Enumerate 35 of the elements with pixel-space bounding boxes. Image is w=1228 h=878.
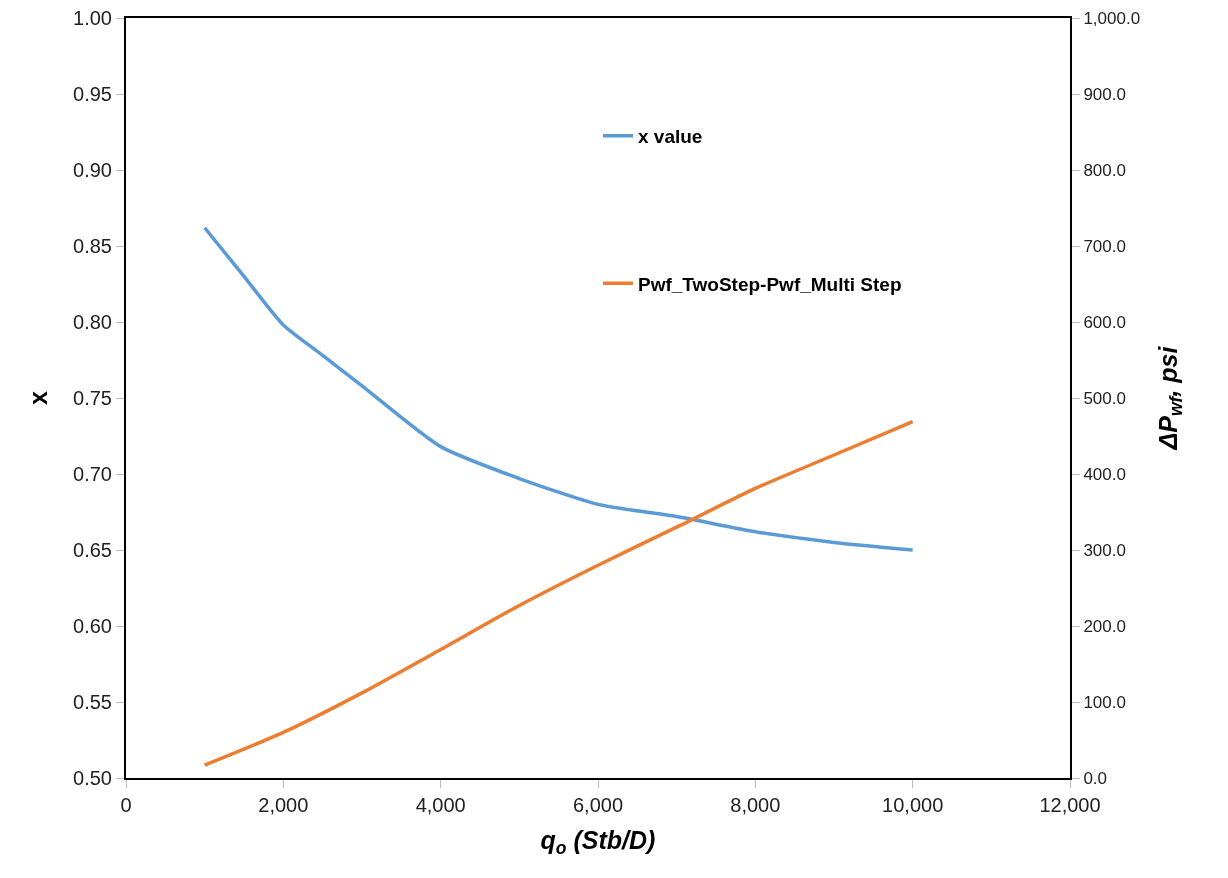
y-tick-label: 0.65	[73, 539, 112, 561]
y-tick-label: 0.85	[73, 235, 112, 257]
y2-tick-label: 100.0	[1083, 692, 1126, 712]
line-series	[202, 419, 915, 767]
x-tick-label: 4,000	[415, 794, 466, 816]
x-axis-title: q$_{o}$ (Stb/D)	[540, 825, 656, 858]
y-axis-title: x	[24, 390, 53, 405]
y-tick-label: 0.75	[73, 387, 112, 409]
x-tick-label: 10,000	[882, 794, 944, 816]
x-tick-label: 6,000	[572, 794, 624, 816]
y-tick-label: 0.90	[73, 159, 112, 181]
x-tick-label: 0	[120, 794, 132, 816]
y2-tick-label: 400.0	[1083, 464, 1126, 484]
y-tick-label: 0.95	[73, 83, 112, 105]
y2-tick-label: 800.0	[1083, 160, 1126, 180]
line-series	[202, 226, 915, 552]
y-tick-label: 0.60	[73, 615, 112, 637]
y-tick-label: 0.70	[73, 463, 112, 485]
y2-tick-label: 600.0	[1083, 312, 1126, 332]
y-tick-label: 0.50	[73, 767, 112, 789]
y2-tick-label: 300.0	[1083, 540, 1126, 560]
y-tick-label: 0.55	[73, 691, 112, 713]
y2-tick-label: 1,000.0	[1083, 8, 1141, 28]
x-tick-label: 2,000	[258, 794, 309, 816]
y-tick-label: 1.00	[73, 7, 112, 29]
y2-tick-label: 900.0	[1083, 84, 1126, 104]
x-tick-label: 8,000	[730, 794, 781, 816]
y2-tick-label: 500.0	[1083, 388, 1126, 408]
y2-tick-label: 0.0	[1083, 768, 1108, 788]
legend-label: x value	[638, 126, 703, 148]
y2-tick-label: 700.0	[1083, 236, 1126, 256]
y-tick-label: 0.80	[73, 311, 112, 333]
legend-label: Pwf_TwoStep-Pwf_Multi Step	[638, 273, 902, 295]
x-tick-label: 12,000	[1039, 794, 1101, 816]
y2-tick-label: 200.0	[1083, 616, 1126, 636]
